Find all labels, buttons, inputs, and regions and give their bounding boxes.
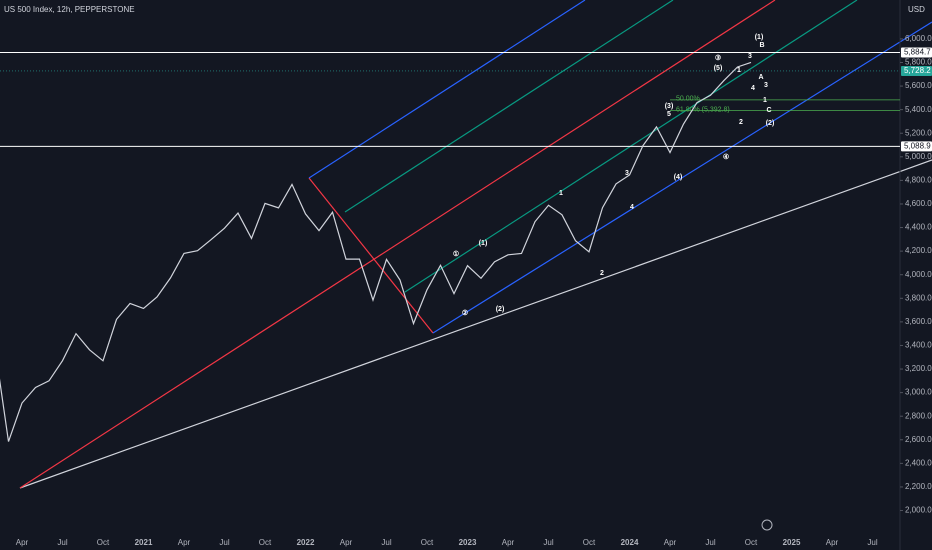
median-line xyxy=(19,0,776,489)
x-tick-label: Apr xyxy=(826,538,839,547)
wave-label: 5 xyxy=(667,111,671,118)
y-tick-label: 5,200.0 xyxy=(905,128,932,137)
y-tick-label: 5,000.0 xyxy=(905,152,932,161)
x-tick-label: 2022 xyxy=(297,538,315,547)
wave-label: 3 xyxy=(764,82,768,89)
wave-label: (5) xyxy=(714,65,723,72)
y-tick-label: 6,000.0 xyxy=(905,34,932,43)
x-tick-label: Oct xyxy=(259,538,272,547)
fib-label: 50.00% xyxy=(676,96,700,103)
y-tick-label: 3,400.0 xyxy=(905,341,932,350)
x-tick-label: Oct xyxy=(745,538,758,547)
x-tick-label: 2025 xyxy=(783,538,801,547)
currency: USD xyxy=(908,5,925,14)
x-tick-label: Jul xyxy=(57,538,67,547)
y-tick-label: 2,800.0 xyxy=(905,411,932,420)
y-tick-label: 4,000.0 xyxy=(905,270,932,279)
replay-icon[interactable] xyxy=(761,519,773,531)
price-label: 5,728.2 xyxy=(904,66,931,75)
x-tick-label: Apr xyxy=(340,538,353,547)
x-tick-label: Jul xyxy=(705,538,715,547)
wave-label: 1 xyxy=(559,190,563,197)
x-tick-label: Jul xyxy=(867,538,877,547)
x-tick-label: Oct xyxy=(583,538,596,547)
x-tick-label: Jul xyxy=(219,538,229,547)
y-tick-label: 3,800.0 xyxy=(905,293,932,302)
wave-label: (3) xyxy=(665,103,674,110)
y-tick-label: 2,000.0 xyxy=(905,506,932,515)
wave-label: ② xyxy=(462,309,468,317)
x-tick-label: Apr xyxy=(664,538,677,547)
y-tick-label: 3,000.0 xyxy=(905,388,932,397)
y-tick-label: 5,400.0 xyxy=(905,105,932,114)
x-tick-label: 2024 xyxy=(621,538,639,547)
x-tick-label: Apr xyxy=(16,538,29,547)
y-tick-label: 2,400.0 xyxy=(905,458,932,467)
y-tick-label: 3,600.0 xyxy=(905,317,932,326)
y-tick-label: 5,600.0 xyxy=(905,81,932,90)
y-tick-label: 3,200.0 xyxy=(905,364,932,373)
x-tick-label: Jul xyxy=(381,538,391,547)
handle-line xyxy=(308,177,434,334)
price-label: 5,088.9 xyxy=(904,141,931,150)
wave-label: (4) xyxy=(674,174,683,181)
lower-line xyxy=(432,21,932,334)
y-tick-label: 4,400.0 xyxy=(905,223,932,232)
wave-label: 1 xyxy=(763,97,767,104)
price-label: 5,884.7 xyxy=(904,48,931,57)
x-tick-label: Oct xyxy=(97,538,110,547)
upper-inner-line xyxy=(344,0,674,213)
wave-label: 4 xyxy=(751,85,755,92)
y-tick-label: 4,600.0 xyxy=(905,199,932,208)
wave-label: 2 xyxy=(600,270,604,277)
x-tick-label: Jul xyxy=(543,538,553,547)
trend-line xyxy=(19,159,932,489)
price-label-box xyxy=(901,141,932,152)
x-tick-label: 2023 xyxy=(459,538,477,547)
x-tick-label: Oct xyxy=(421,538,434,547)
upper-line xyxy=(308,0,586,179)
price-label-box xyxy=(901,65,932,76)
x-tick-label: 2021 xyxy=(135,538,153,547)
chart-title: US 500 Index, 12h, PEPPERSTONE xyxy=(4,5,135,14)
wave-label: 2 xyxy=(739,119,743,126)
x-tick-label: Apr xyxy=(178,538,191,547)
wave-label: ④ xyxy=(723,153,729,161)
wave-label: B xyxy=(759,42,764,49)
fib-label: 61.80% (5,392.8) xyxy=(676,106,730,113)
wave-label: ③ xyxy=(715,54,721,62)
wave-label: 4 xyxy=(630,204,634,211)
price-line-series xyxy=(0,61,752,442)
wave-label: 3 xyxy=(625,170,629,177)
wave-label: (2) xyxy=(496,306,505,313)
y-tick-label: 4,800.0 xyxy=(905,176,932,185)
wave-label: 1 xyxy=(737,67,741,74)
y-tick-label: 2,600.0 xyxy=(905,435,932,444)
y-tick-label: 4,200.0 xyxy=(905,246,932,255)
wave-label: (1) xyxy=(755,34,764,41)
wave-label: (2) xyxy=(766,120,775,127)
wave-label: C xyxy=(766,107,771,114)
wave-label: ① xyxy=(453,250,459,258)
x-tick-label: Apr xyxy=(502,538,515,547)
wave-label: (1) xyxy=(479,240,488,247)
y-tick-label: 2,200.0 xyxy=(905,482,932,491)
wave-label: 3 xyxy=(748,53,752,60)
y-tick-label: 5,800.0 xyxy=(905,58,932,67)
price-label-box xyxy=(901,47,932,58)
wave-label: A xyxy=(758,74,763,81)
